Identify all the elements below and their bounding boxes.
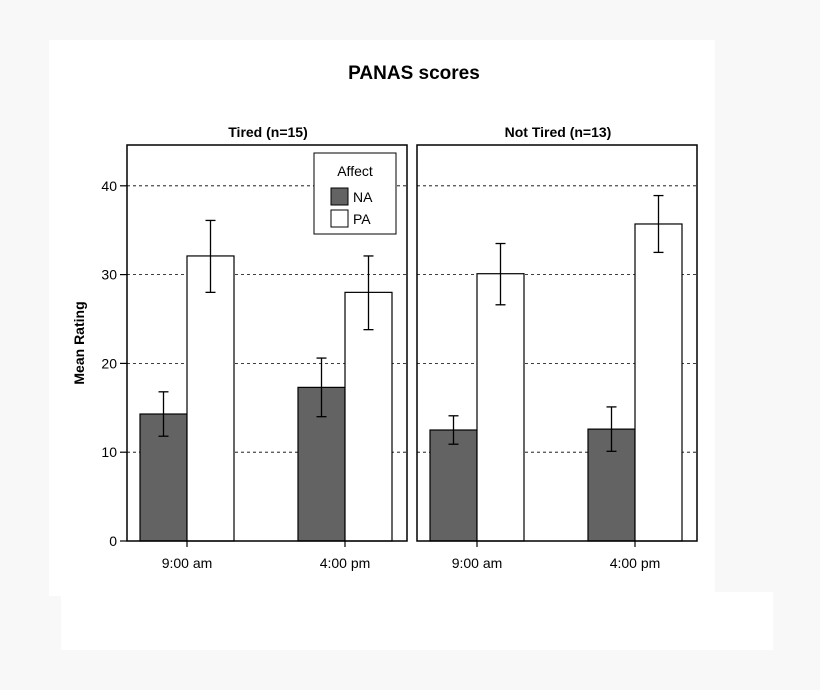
panel-title-tired: Tired (n=15) [228, 124, 308, 140]
bar-pa [476, 273, 525, 542]
panel-frame-tired [126, 144, 408, 542]
y-tick-label-0: 0 [109, 533, 117, 549]
legend: Affect NA PA [313, 152, 397, 235]
y-axis: 0 10 20 30 40 [101, 178, 127, 549]
bar-pa [634, 223, 683, 542]
x-tick-label: 9:00 am [452, 555, 503, 571]
x-axis-ticks: 9:00 am 4:00 pm 9:00 am 4:00 pm [162, 541, 661, 571]
x-tick-label: 9:00 am [162, 555, 213, 571]
chart-title: PANAS scores [348, 63, 480, 84]
bar-pa [186, 255, 235, 542]
x-tick-label: 4:00 pm [320, 555, 371, 571]
x-tick-label: 4:00 pm [610, 555, 661, 571]
grid-lines [127, 185, 697, 453]
y-axis-label: Mean Rating [71, 301, 87, 384]
bars [139, 223, 683, 542]
y-tick-label-40: 40 [101, 178, 117, 194]
legend-swatch-na [330, 187, 349, 206]
legend-swatch-pa [330, 209, 349, 228]
legend-title: Affect [337, 163, 373, 179]
panel-title-not-tired: Not Tired (n=13) [505, 124, 612, 140]
bar-na [429, 429, 478, 542]
legend-box [313, 152, 397, 235]
y-tick-label-30: 30 [101, 267, 117, 283]
legend-label-na: NA [353, 189, 373, 205]
panel-frame-not-tired [416, 144, 698, 542]
y-tick-label-20: 20 [101, 355, 117, 371]
legend-label-pa: PA [353, 211, 371, 227]
y-tick-label-10: 10 [101, 444, 117, 460]
error-bars [158, 194, 664, 452]
card-lower-extension [61, 592, 773, 650]
